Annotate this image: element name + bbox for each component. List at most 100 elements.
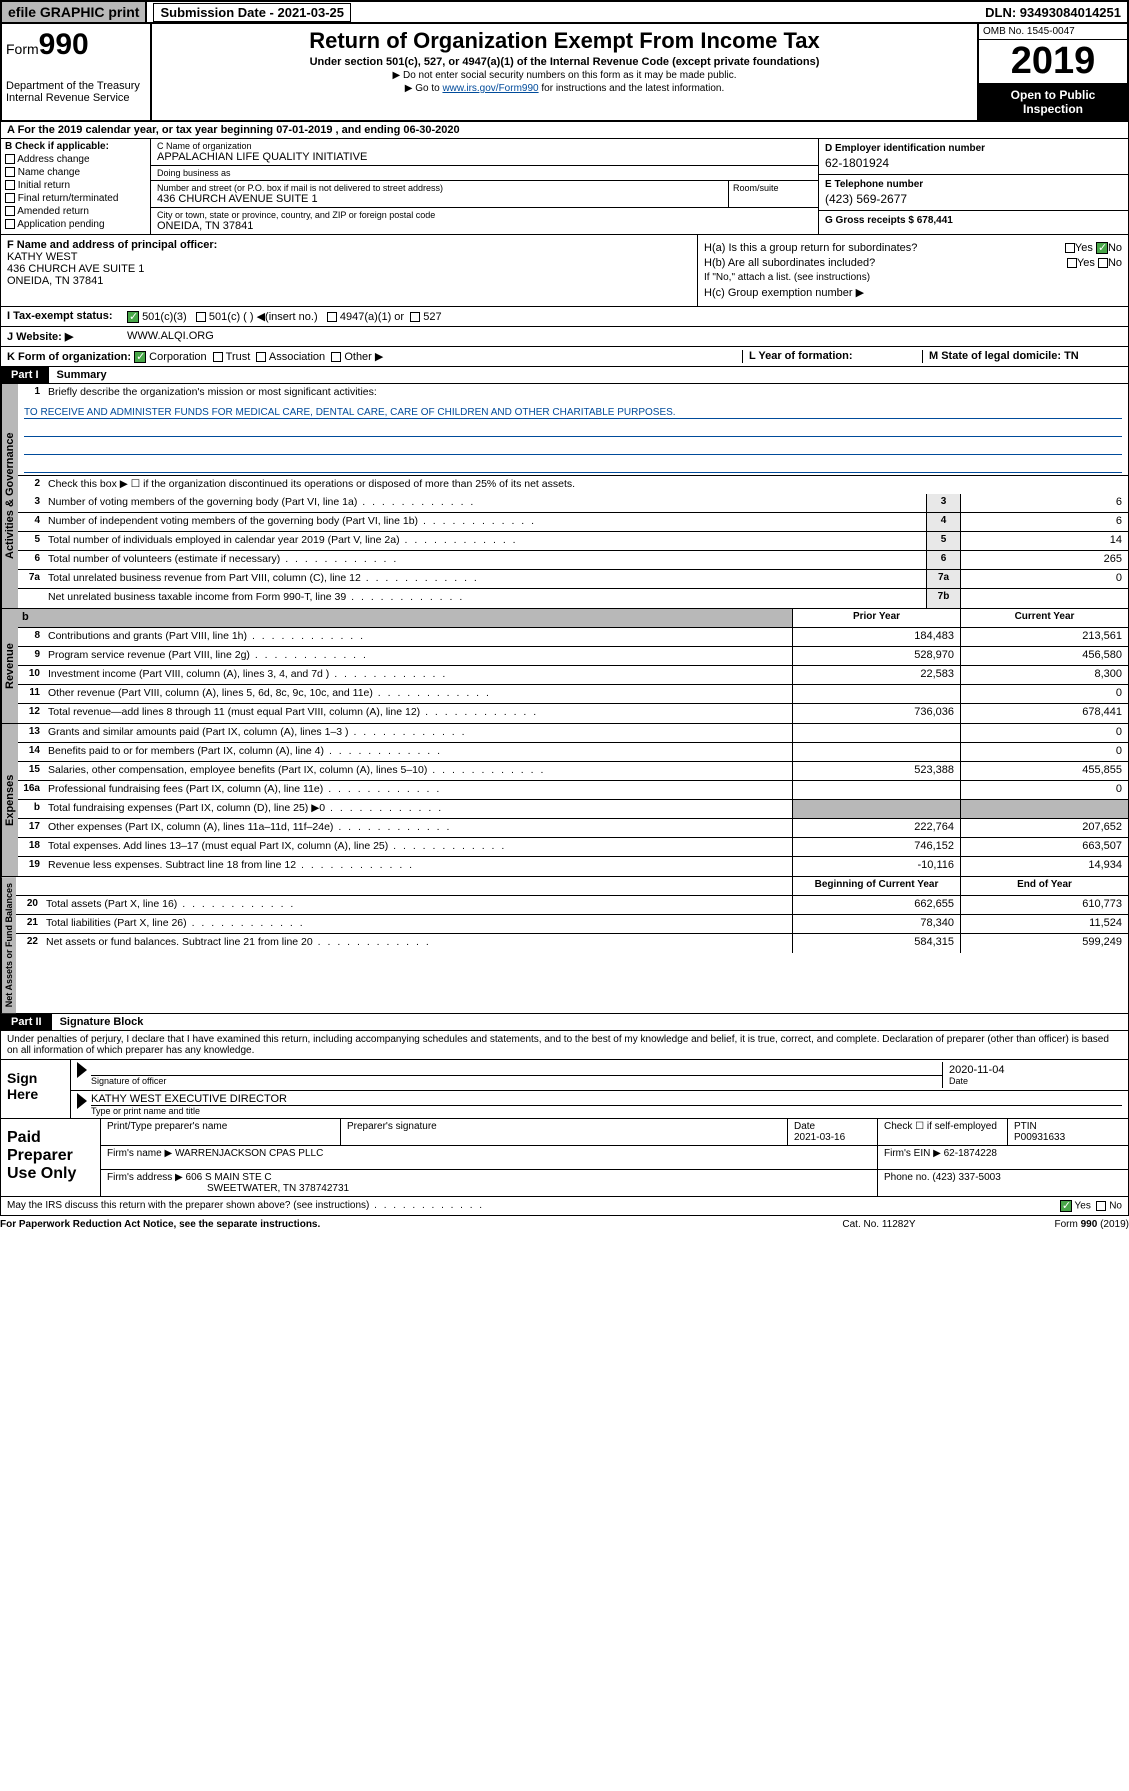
officer-label: F Name and address of principal officer: <box>7 239 691 251</box>
data-line: 19Revenue less expenses. Subtract line 1… <box>18 857 1128 876</box>
chk-association[interactable] <box>256 352 266 362</box>
mission-text: TO RECEIVE AND ADMINISTER FUNDS FOR MEDI… <box>24 407 1122 419</box>
header-left: Form990 Department of the Treasury Inter… <box>2 24 152 120</box>
discuss-question: May the IRS discuss this return with the… <box>7 1200 369 1211</box>
firm-addr1: 606 S MAIN STE C <box>186 1172 272 1183</box>
data-line: 9Program service revenue (Part VIII, lin… <box>18 647 1128 666</box>
mission-label: Briefly describe the organization's miss… <box>48 386 1124 398</box>
officer-addr2: ONEIDA, TN 37841 <box>7 275 691 287</box>
data-line: 14Benefits paid to or for members (Part … <box>18 743 1128 762</box>
catalog-number: Cat. No. 11282Y <box>779 1219 979 1230</box>
chk-trust[interactable] <box>213 352 223 362</box>
efile-print-button[interactable]: efile GRAPHIC print <box>2 2 147 22</box>
rev-section: Revenue b Prior Year Current Year 8Contr… <box>0 609 1129 724</box>
gov-line: 4Number of independent voting members of… <box>18 513 1128 532</box>
vtab-expenses: Expenses <box>1 724 18 876</box>
row-j: J Website: ▶ WWW.ALQI.ORG <box>0 327 1129 347</box>
period-row: A For the 2019 calendar year, or tax yea… <box>0 122 1129 139</box>
ptin-label: PTIN <box>1014 1121 1037 1132</box>
firm-addr-label: Firm's address ▶ <box>107 1172 183 1183</box>
h-b-label: H(b) Are all subordinates included? <box>704 257 875 269</box>
chk-final-return[interactable]: Final return/terminated <box>5 193 146 204</box>
website-value: WWW.ALQI.ORG <box>127 330 214 343</box>
section-a-to-g: B Check if applicable: Address change Na… <box>0 139 1129 235</box>
h-a-no[interactable] <box>1096 242 1108 254</box>
chk-initial-return[interactable]: Initial return <box>5 180 146 191</box>
h-a-label: H(a) Is this a group return for subordin… <box>704 242 917 254</box>
box-b-header: B Check if applicable: <box>5 141 146 152</box>
paid-preparer-label: Paid Preparer Use Only <box>1 1119 101 1196</box>
address-label: Number and street (or P.O. box if mail i… <box>157 183 722 193</box>
h-b-yes[interactable] <box>1067 258 1077 268</box>
gross-receipts: G Gross receipts $ 678,441 <box>825 215 1122 226</box>
note-instructions: ▶ Go to www.irs.gov/Form990 for instruct… <box>162 83 967 94</box>
part2-header: Part II Signature Block <box>0 1014 1129 1031</box>
col-current-year: Current Year <box>960 609 1128 627</box>
data-line: 8Contributions and grants (Part VIII, li… <box>18 628 1128 647</box>
state-domicile: M State of legal domicile: TN <box>922 350 1122 363</box>
chk-application-pending[interactable]: Application pending <box>5 219 146 230</box>
ein-value: 62-1801924 <box>825 156 1122 170</box>
officer-printed-name: KATHY WEST EXECUTIVE DIRECTOR <box>91 1093 1122 1106</box>
gov-line: 6Total number of volunteers (estimate if… <box>18 551 1128 570</box>
chk-other[interactable] <box>331 352 341 362</box>
instructions-link[interactable]: www.irs.gov/Form990 <box>442 83 538 94</box>
sig-officer-label: Signature of officer <box>91 1076 942 1086</box>
box-b: B Check if applicable: Address change Na… <box>1 139 151 234</box>
chk-amended-return[interactable]: Amended return <box>5 206 146 217</box>
chk-4947[interactable] <box>327 312 337 322</box>
chk-501c3[interactable] <box>127 311 139 323</box>
firm-phone: (423) 337-5003 <box>932 1172 1000 1183</box>
top-bar: efile GRAPHIC print Submission Date - 20… <box>0 0 1129 24</box>
firm-name: WARRENJACKSON CPAS PLLC <box>175 1148 323 1159</box>
discuss-row: May the IRS discuss this return with the… <box>0 1197 1129 1216</box>
signature-arrow-icon <box>77 1062 87 1078</box>
section-f-h: F Name and address of principal officer:… <box>0 235 1129 307</box>
box-d-e-g: D Employer identification number 62-1801… <box>818 139 1128 234</box>
chk-527[interactable] <box>410 312 420 322</box>
h-a-yes[interactable] <box>1065 243 1075 253</box>
gov-line: Net unrelated business taxable income fr… <box>18 589 1128 608</box>
year-formation: L Year of formation: <box>742 350 922 363</box>
org-name: APPALACHIAN LIFE QUALITY INITIATIVE <box>157 151 812 163</box>
data-line: 18Total expenses. Add lines 13–17 (must … <box>18 838 1128 857</box>
gov-line: 5Total number of individuals employed in… <box>18 532 1128 551</box>
self-employed-check[interactable]: Check ☐ if self-employed <box>878 1119 1008 1145</box>
data-line: 11Other revenue (Part VIII, column (A), … <box>18 685 1128 704</box>
chk-name-change[interactable]: Name change <box>5 167 146 178</box>
preparer-date-label: Date <box>794 1121 815 1132</box>
officer-addr1: 436 CHURCH AVE SUITE 1 <box>7 263 691 275</box>
gov-line: 3Number of voting members of the governi… <box>18 494 1128 513</box>
row-i: I Tax-exempt status: 501(c)(3) 501(c) ( … <box>0 307 1129 327</box>
note-ssn: ▶ Do not enter social security numbers o… <box>162 70 967 81</box>
h-b-no[interactable] <box>1098 258 1108 268</box>
tax-status-label: I Tax-exempt status: <box>7 310 127 323</box>
dba-label: Doing business as <box>157 168 812 178</box>
city-label: City or town, state or province, country… <box>157 210 812 220</box>
vtab-governance: Activities & Governance <box>1 384 18 608</box>
net-section: Net Assets or Fund Balances Beginning of… <box>0 877 1129 1014</box>
firm-phone-label: Phone no. <box>884 1172 930 1183</box>
form-header: Form990 Department of the Treasury Inter… <box>0 24 1129 122</box>
room-suite-label: Room/suite <box>728 181 818 207</box>
chk-address-change[interactable]: Address change <box>5 154 146 165</box>
discuss-yes[interactable] <box>1060 1200 1072 1212</box>
firm-ein: 62-1874228 <box>944 1148 997 1159</box>
submission-date-label: Submission Date - 2021-03-25 <box>147 3 357 22</box>
firm-name-label: Firm's name ▶ <box>107 1148 172 1159</box>
gov-section: Activities & Governance 1 Briefly descri… <box>0 384 1129 609</box>
sign-here-label: Sign Here <box>1 1060 71 1118</box>
chk-corporation[interactable] <box>134 351 146 363</box>
ptin-value: P00931633 <box>1014 1132 1065 1143</box>
phone-value: (423) 569-2677 <box>825 192 1122 206</box>
data-line: 13Grants and similar amounts paid (Part … <box>18 724 1128 743</box>
chk-501c[interactable] <box>196 312 206 322</box>
h-c-label: H(c) Group exemption number ▶ <box>704 286 1122 299</box>
preparer-date: 2021-03-16 <box>794 1132 845 1143</box>
vtab-revenue: Revenue <box>1 609 18 723</box>
subtitle: Under section 501(c), 527, or 4947(a)(1)… <box>162 56 967 68</box>
discuss-no[interactable] <box>1096 1201 1106 1211</box>
data-line: bTotal fundraising expenses (Part IX, co… <box>18 800 1128 819</box>
data-line: 17Other expenses (Part IX, column (A), l… <box>18 819 1128 838</box>
part2-tab: Part II <box>1 1014 52 1030</box>
